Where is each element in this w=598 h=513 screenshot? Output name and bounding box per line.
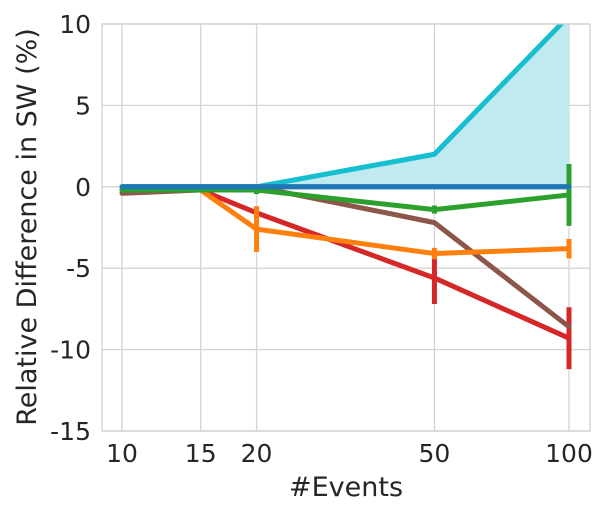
y-tick-label: 0 [75,173,91,202]
y-tick-label: 5 [75,91,91,120]
y-tick-label: 10 [59,10,91,39]
x-tick-label: 100 [545,439,593,468]
x-tick-label: 10 [106,439,138,468]
y-tick-label: -10 [50,336,91,365]
x-tick-label: 50 [419,439,451,468]
y-tick-label: -15 [50,417,91,446]
y-axis-label: Relative Difference in SW (%) [12,28,43,426]
x-tick-label: 20 [241,439,273,468]
x-axis-label: #Events [289,472,403,503]
bands [122,24,569,187]
plot-frame [101,23,591,432]
series-line [119,187,572,341]
series-lines [119,24,572,370]
confidence-band [122,24,569,187]
x-tick-label: 15 [185,439,217,468]
y-tick-label: -5 [66,254,91,283]
